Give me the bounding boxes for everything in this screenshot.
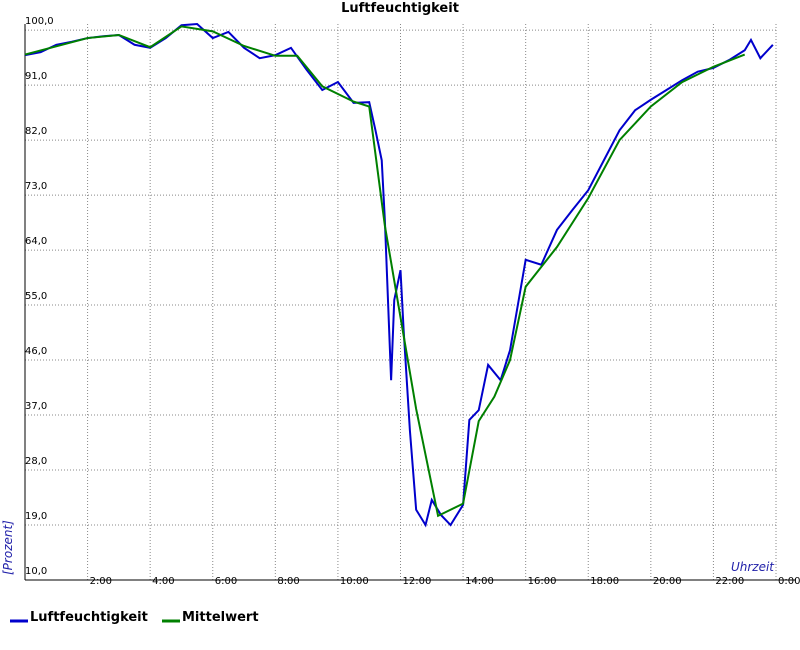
legend-label: Luftfeuchtigkeit: [30, 610, 148, 625]
x-tick-label: 14:00: [465, 576, 494, 587]
x-tick-label: 8:00: [277, 576, 299, 587]
x-axis-label: Uhrzeit: [731, 560, 775, 574]
y-tick-label: 64,0: [25, 236, 47, 247]
data-line: [24, 25, 746, 518]
x-tick-label: 18:00: [590, 576, 619, 587]
y-tick-label: 19,0: [25, 511, 47, 522]
x-tick-label: 2:00: [90, 576, 112, 587]
y-tick-label: 73,0: [25, 181, 47, 192]
x-tick-label: 20:00: [653, 576, 682, 587]
x-tick-label: 22:00: [715, 576, 744, 587]
y-tick-label: 100,0: [25, 16, 54, 27]
y-tick-label: 82,0: [25, 126, 47, 137]
x-tick-label: 0:00: [778, 576, 800, 587]
y-tick-label: 46,0: [25, 346, 47, 357]
y-tick-label: 37,0: [25, 401, 47, 412]
y-tick-label: 91,0: [25, 71, 47, 82]
y-tick-label: 55,0: [25, 291, 47, 302]
y-tick-label: 28,0: [25, 456, 47, 467]
x-tick-label: 6:00: [215, 576, 237, 587]
y-tick-label: 10,0: [25, 566, 47, 577]
x-tick-label: 12:00: [403, 576, 432, 587]
legend-label: Mittelwert: [182, 610, 259, 625]
x-tick-label: 10:00: [340, 576, 369, 587]
y-axis-label: [Prozent]: [1, 520, 15, 575]
x-tick-label: 16:00: [528, 576, 557, 587]
chart-title: Luftfeuchtigkeit: [341, 1, 459, 16]
x-tick-label: 4:00: [152, 576, 174, 587]
